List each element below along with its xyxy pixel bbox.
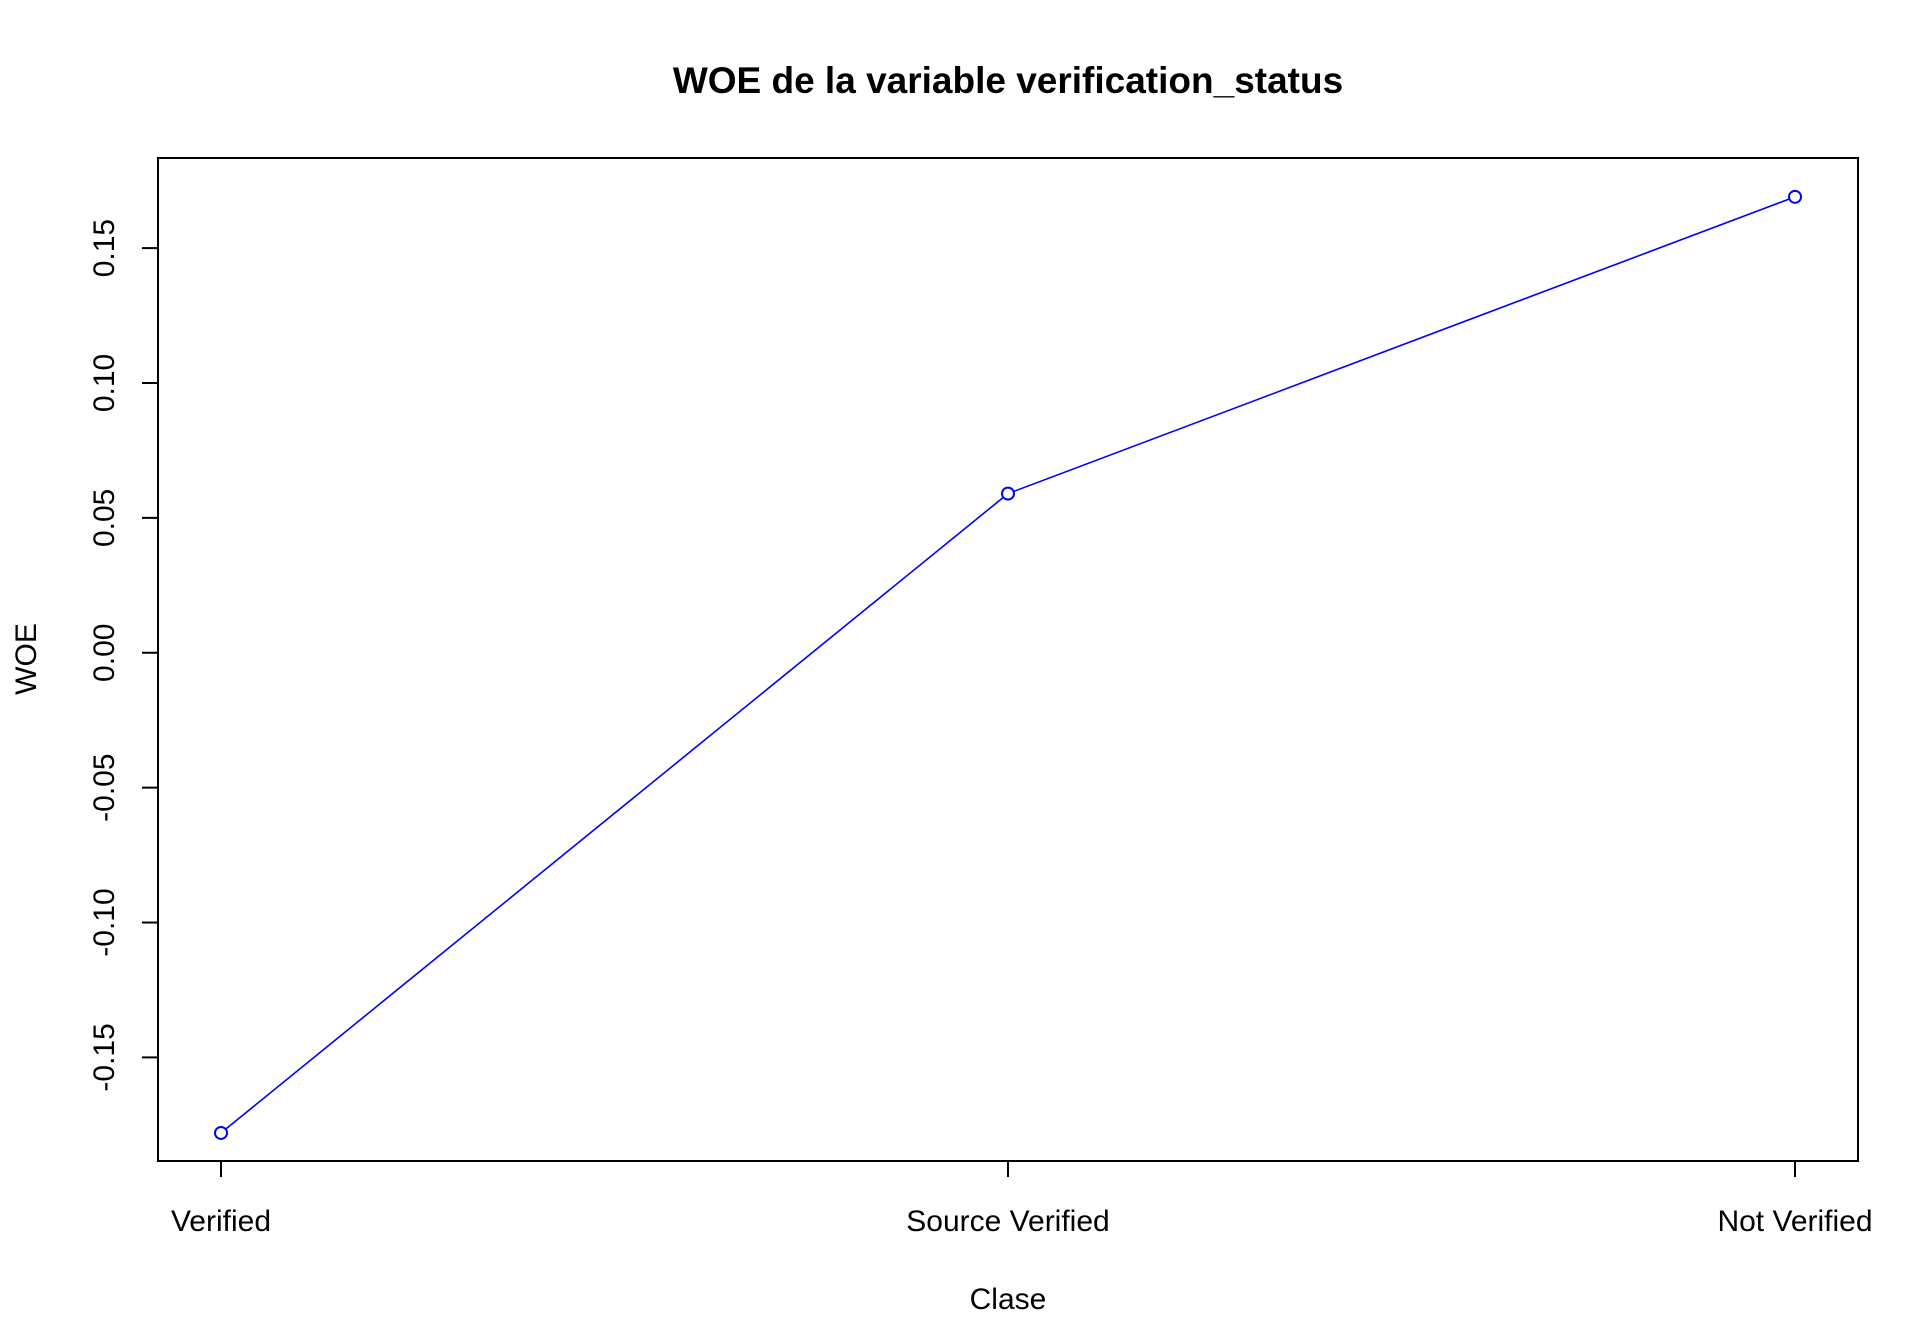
x-tick-label: Verified bbox=[171, 1205, 271, 1238]
x-tick-label: Not Verified bbox=[1717, 1205, 1872, 1238]
series-line bbox=[214, 189, 1802, 1140]
y-tick-label: 0.05 bbox=[88, 489, 121, 547]
x-axis: Verified Source Verified Not Verified bbox=[171, 1161, 1873, 1238]
y-tick-label: -0.10 bbox=[88, 888, 121, 956]
data-point bbox=[214, 1125, 228, 1140]
y-tick-label: -0.05 bbox=[88, 753, 121, 821]
y-tick-label: 0.10 bbox=[88, 354, 121, 412]
y-tick-label: -0.15 bbox=[88, 1023, 121, 1091]
plot-frame bbox=[157, 157, 1859, 1162]
data-point bbox=[1001, 486, 1015, 501]
x-tick-label: Source Verified bbox=[906, 1205, 1109, 1238]
y-axis: -0.15 -0.10 -0.05 0.00 0.05 0.10 0.15 bbox=[88, 219, 159, 1092]
series-segment bbox=[1013, 198, 1790, 493]
y-tick-label: 0.15 bbox=[88, 219, 121, 277]
y-tick-label: 0.00 bbox=[88, 624, 121, 682]
y-axis-label: WOE bbox=[10, 623, 43, 695]
data-point bbox=[1788, 189, 1802, 204]
x-axis-label: Clase bbox=[970, 1283, 1047, 1316]
series-segment bbox=[225, 496, 1004, 1130]
chart-title: WOE de la variable verification_status bbox=[673, 60, 1343, 101]
